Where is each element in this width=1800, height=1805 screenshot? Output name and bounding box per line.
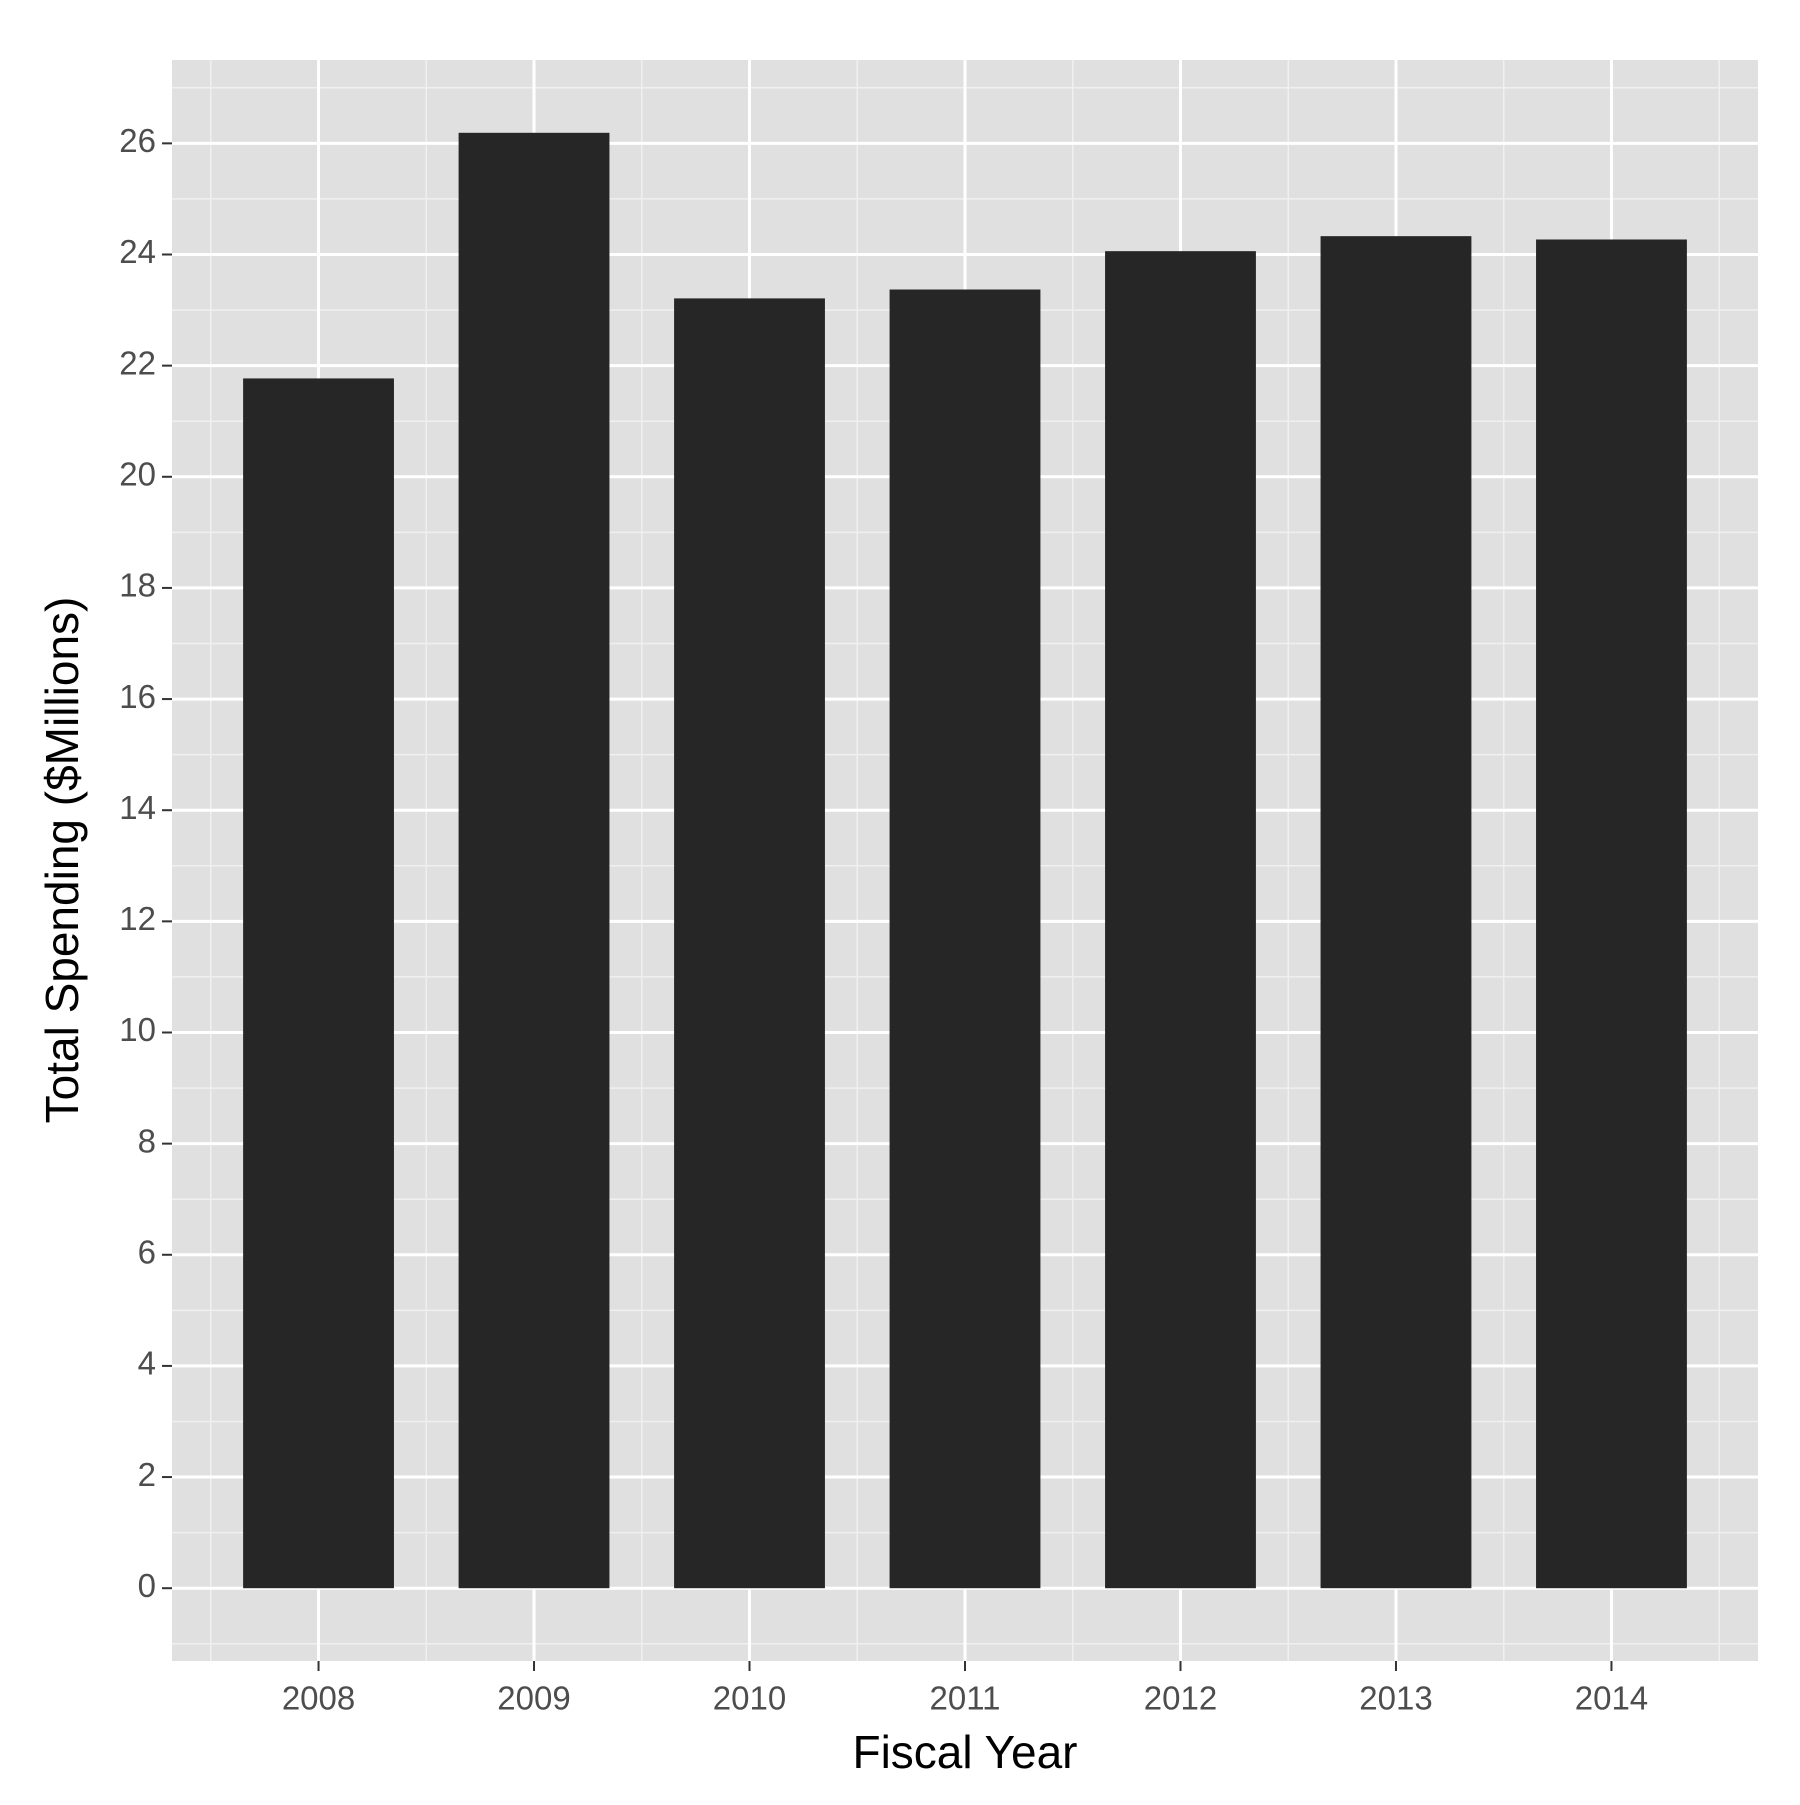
x-tick-label: 2009 (497, 1680, 570, 1717)
y-tick-label: 24 (119, 233, 156, 270)
y-tick-label: 8 (138, 1122, 156, 1159)
y-tick-label: 14 (119, 789, 156, 826)
x-axis-title: Fiscal Year (852, 1726, 1077, 1778)
y-tick-label: 0 (138, 1567, 156, 1604)
y-tick-label: 20 (119, 456, 156, 493)
y-tick-label: 6 (138, 1233, 156, 1270)
y-tick-label: 22 (119, 344, 156, 381)
bar (458, 132, 610, 1589)
bar (1105, 251, 1256, 1589)
x-tick-label: 2012 (1144, 1680, 1217, 1717)
x-tick-label: 2014 (1575, 1680, 1648, 1717)
bar (674, 298, 825, 1589)
y-tick-label: 16 (119, 678, 156, 715)
bar (1320, 236, 1472, 1589)
y-tick-label: 2 (138, 1456, 156, 1493)
x-tick-label: 2011 (930, 1680, 1001, 1717)
x-tick-label: 2013 (1359, 1680, 1432, 1717)
bar (243, 378, 394, 1589)
y-tick-label: 4 (138, 1345, 156, 1382)
x-tick-label: 2008 (282, 1680, 355, 1717)
bar (1536, 239, 1687, 1589)
x-tick-label: 2010 (713, 1680, 786, 1717)
y-axis-title: Total Spending ($Millions) (36, 597, 88, 1124)
y-tick-label: 10 (119, 1011, 156, 1048)
y-tick-label: 12 (119, 900, 156, 937)
bar (889, 289, 1041, 1589)
y-tick-label: 18 (119, 567, 156, 604)
y-tick-label: 26 (119, 122, 156, 159)
